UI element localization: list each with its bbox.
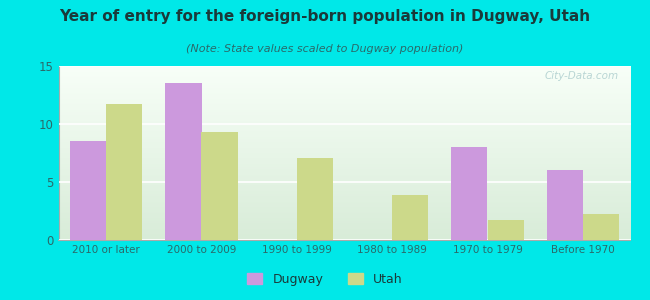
Bar <box>547 170 583 240</box>
Text: City-Data.com: City-Data.com <box>545 71 619 81</box>
Bar <box>297 158 333 240</box>
Bar <box>392 195 428 240</box>
Bar <box>202 132 238 240</box>
Bar <box>106 104 142 240</box>
Bar <box>488 220 524 240</box>
Legend: Dugway, Utah: Dugway, Utah <box>242 268 408 291</box>
Bar <box>451 147 488 240</box>
Text: Year of entry for the foreign-born population in Dugway, Utah: Year of entry for the foreign-born popul… <box>59 9 591 24</box>
Bar <box>70 141 106 240</box>
Bar <box>165 83 202 240</box>
Bar <box>583 214 619 240</box>
Text: (Note: State values scaled to Dugway population): (Note: State values scaled to Dugway pop… <box>187 44 463 53</box>
